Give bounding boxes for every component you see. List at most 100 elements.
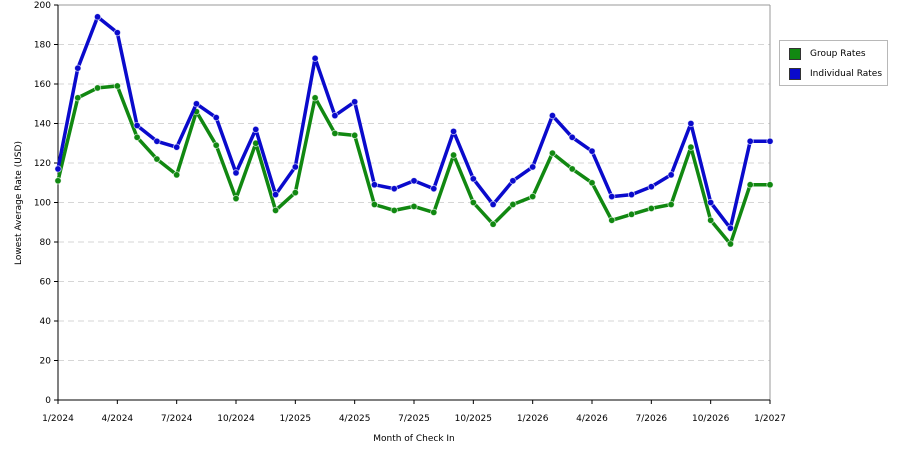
series-group-rates (54, 82, 774, 248)
legend: Group Rates Individual Rates (779, 40, 888, 86)
data-point-individual-rates (252, 125, 260, 134)
data-point-individual-rates (687, 119, 695, 128)
data-point-group-rates (469, 198, 477, 207)
data-point-individual-rates (291, 163, 299, 171)
series-individual-rates (54, 13, 774, 232)
data-point-individual-rates (588, 147, 596, 155)
data-point-group-rates (548, 149, 557, 157)
data-point-group-rates (707, 216, 715, 224)
data-point-group-rates (509, 200, 517, 209)
data-point-individual-rates (489, 200, 497, 209)
legend-swatch-individual-rates (789, 68, 801, 80)
x-tick-label: 10/2024 (217, 414, 255, 424)
data-point-group-rates (390, 206, 398, 214)
data-point-group-rates (568, 165, 576, 173)
data-point-individual-rates (568, 133, 576, 141)
x-tick-label: 7/2026 (635, 414, 667, 424)
data-point-individual-rates (608, 192, 616, 201)
data-point-individual-rates (647, 183, 655, 191)
series-lines (54, 13, 774, 248)
data-point-individual-rates (212, 113, 220, 122)
data-point-group-rates (232, 194, 240, 203)
y-tick-label: 180 (34, 41, 51, 51)
data-point-individual-rates (232, 169, 240, 177)
data-point-group-rates (647, 204, 655, 213)
data-point-group-rates (271, 206, 280, 214)
gridlines (58, 44, 770, 361)
data-point-group-rates (291, 189, 299, 197)
data-point-group-rates (212, 141, 220, 149)
data-point-individual-rates (271, 191, 280, 199)
series-line-individual-rates (56, 15, 770, 230)
y-tick-label: 100 (34, 199, 51, 209)
data-point-group-rates (430, 208, 438, 216)
data-point-group-rates (54, 177, 62, 185)
data-point-group-rates (489, 220, 497, 228)
data-point-group-rates (746, 181, 754, 189)
y-tick-label: 140 (34, 120, 51, 130)
data-point-individual-rates (331, 112, 339, 120)
data-point-group-rates (113, 82, 121, 90)
data-point-individual-rates (707, 198, 715, 207)
data-point-individual-rates (548, 112, 557, 120)
y-tick-label: 40 (40, 317, 52, 327)
x-axis-title: Month of Check In (373, 434, 455, 444)
y-tick-label: 60 (40, 278, 52, 288)
data-point-group-rates (766, 181, 774, 189)
x-tick-label: 1/2024 (42, 414, 74, 424)
data-point-group-rates (726, 240, 735, 248)
data-point-individual-rates (469, 175, 477, 183)
data-point-group-rates (370, 200, 379, 209)
legend-swatch-group-rates (789, 48, 801, 60)
legend-item-individual-rates: Individual Rates (789, 68, 882, 80)
x-tick-label: 4/2024 (101, 414, 133, 424)
x-tick-label: 1/2026 (517, 414, 549, 424)
legend-label-group-rates: Group Rates (810, 49, 866, 59)
series-line-group-rates (56, 84, 770, 246)
data-point-group-rates (153, 155, 161, 163)
x-tick-label: 1/2025 (279, 414, 311, 424)
data-point-individual-rates (726, 224, 735, 232)
data-point-group-rates (331, 129, 339, 137)
data-point-group-rates (588, 179, 596, 187)
data-point-individual-rates (529, 163, 537, 171)
data-point-individual-rates (449, 127, 458, 135)
data-point-group-rates (351, 131, 359, 139)
data-point-individual-rates (667, 171, 675, 179)
data-point-individual-rates (766, 137, 774, 145)
data-point-group-rates (449, 151, 458, 159)
data-point-individual-rates (390, 185, 398, 193)
data-point-group-rates (410, 202, 418, 211)
data-point-individual-rates (430, 185, 438, 193)
y-tick-label: 120 (34, 159, 51, 169)
data-point-group-rates (667, 200, 675, 209)
data-point-group-rates (529, 192, 537, 201)
data-point-individual-rates (173, 143, 181, 151)
y-tick-label: 200 (34, 1, 51, 11)
y-tick-label: 160 (34, 80, 51, 90)
data-point-individual-rates (153, 137, 161, 145)
data-point-individual-rates (133, 121, 141, 130)
data-point-individual-rates (113, 29, 121, 37)
axes (54, 4, 771, 404)
y-tick-labels: 0 20 40 60 80 100 120 140 160 180 200 (34, 1, 51, 406)
data-point-group-rates (93, 84, 102, 92)
y-axis-title: Lowest Average Rate (USD) (14, 141, 24, 265)
data-point-individual-rates (192, 100, 201, 108)
data-point-individual-rates (311, 54, 319, 62)
data-point-group-rates (608, 216, 616, 224)
data-point-group-rates (627, 210, 636, 218)
data-point-group-rates (311, 94, 319, 102)
x-tick-label: 10/2026 (692, 414, 730, 424)
data-point-individual-rates (509, 177, 517, 185)
data-point-individual-rates (370, 181, 379, 189)
x-tick-label: 4/2026 (576, 414, 608, 424)
data-point-group-rates (133, 133, 141, 141)
legend-item-group-rates: Group Rates (789, 48, 866, 60)
x-tick-label: 7/2025 (398, 414, 430, 424)
x-tick-label: 7/2024 (161, 414, 193, 424)
legend-label-individual-rates: Individual Rates (810, 69, 883, 79)
x-tick-label: 10/2025 (455, 414, 492, 424)
data-point-individual-rates (93, 13, 102, 21)
